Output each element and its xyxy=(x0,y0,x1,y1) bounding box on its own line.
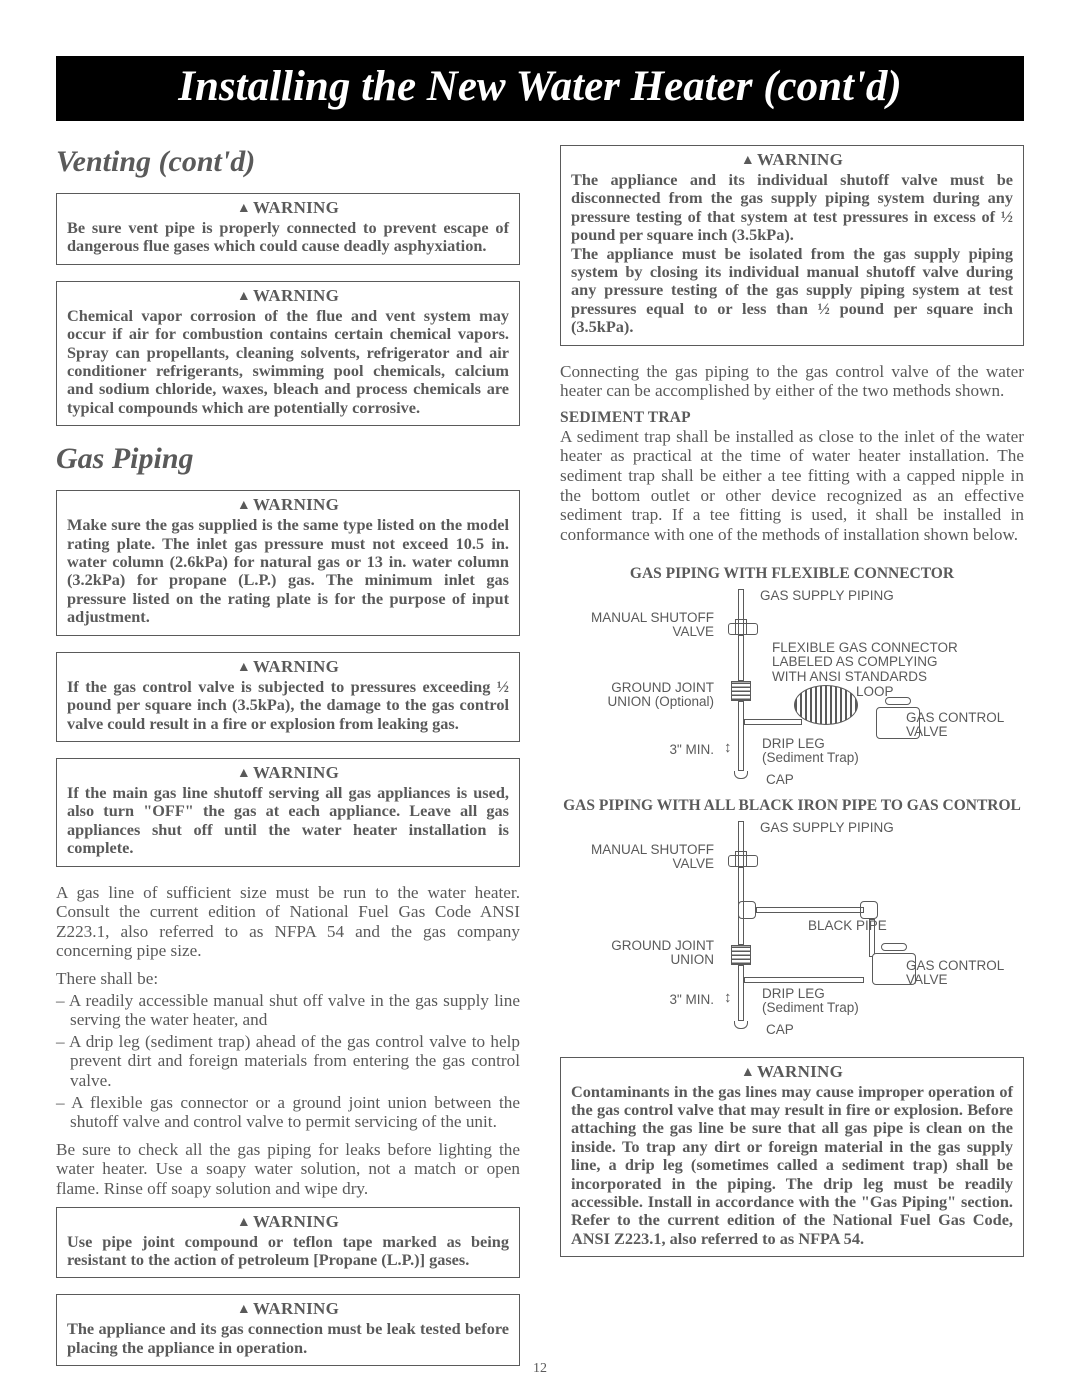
warning-box-2: WARNING Chemical vapor corrosion of the … xyxy=(56,281,520,426)
body-paragraph: Be sure to check all the gas piping for … xyxy=(56,1140,520,1199)
label-3in-min: 3" MIN. xyxy=(669,993,714,1008)
warning-label: WARNING xyxy=(67,495,509,515)
warning-box-5: WARNING If the main gas line shutoff ser… xyxy=(56,758,520,867)
warning-box-3: WARNING Make sure the gas supplied is th… xyxy=(56,490,520,635)
label-ground-joint-union-opt: GROUND JOINT UNION (Optional) xyxy=(607,681,714,710)
warning-text: The appliance and its gas connection mus… xyxy=(67,1320,509,1357)
warning-box-r1: WARNING The appliance and its individual… xyxy=(560,145,1024,346)
warning-box-1: WARNING Be sure vent pipe is properly co… xyxy=(56,193,520,265)
label-cap: CAP xyxy=(766,773,794,788)
warning-box-6: WARNING Use pipe joint compound or teflo… xyxy=(56,1207,520,1279)
label-flex-connector: FLEXIBLE GAS CONNECTOR LABELED AS COMPLY… xyxy=(772,641,958,685)
bullet-list: A readily accessible manual shut off val… xyxy=(56,991,520,1132)
label-gas-control-valve: GAS CONTROL VALVE xyxy=(906,959,1004,988)
warning-box-r2: WARNING Contaminants in the gas lines ma… xyxy=(560,1057,1024,1258)
label-gas-supply: GAS SUPPLY PIPING xyxy=(760,589,894,604)
left-column: Venting (cont'd) WARNING Be sure vent pi… xyxy=(56,145,520,1382)
label-cap: CAP xyxy=(766,1023,794,1038)
warning-text: Chemical vapor corrosion of the flue and… xyxy=(67,307,509,417)
warning-box-4: WARNING If the gas control valve is subj… xyxy=(56,652,520,742)
figure-1-title: GAS PIPING WITH FLEXIBLE CONNECTOR xyxy=(560,565,1024,583)
warning-label: WARNING xyxy=(67,1299,509,1319)
warning-label: WARNING xyxy=(67,1212,509,1232)
figure-2-title: GAS PIPING WITH ALL BLACK IRON PIPE TO G… xyxy=(560,797,1024,815)
label-drip-leg: DRIP LEG (Sediment Trap) xyxy=(762,987,859,1016)
bullet-item: A drip leg (sediment trap) ahead of the … xyxy=(56,1032,520,1091)
label-manual-shutoff: MANUAL SHUTOFF VALVE xyxy=(591,843,714,872)
warning-label: WARNING xyxy=(571,1062,1013,1082)
warning-label: WARNING xyxy=(67,763,509,783)
warning-text: Be sure vent pipe is properly connected … xyxy=(67,219,509,256)
body-paragraph: A sediment trap shall be installed as cl… xyxy=(560,427,1024,545)
label-black-pipe: BLACK PIPE xyxy=(808,919,887,934)
warning-text: Use pipe joint compound or teflon tape m… xyxy=(67,1233,509,1270)
label-drip-leg: DRIP LEG (Sediment Trap) xyxy=(762,737,859,766)
bullet-item: A flexible gas connector or a ground joi… xyxy=(56,1093,520,1132)
heading-gas-piping: Gas Piping xyxy=(56,442,520,476)
warning-text: Contaminants in the gas lines may cause … xyxy=(571,1083,1013,1249)
warning-text: If the gas control valve is subjected to… xyxy=(67,678,509,733)
subhead-sediment-trap: SEDIMENT TRAP xyxy=(560,409,1024,427)
page-banner: Installing the New Water Heater (cont'd) xyxy=(56,56,1024,121)
label-gas-supply: GAS SUPPLY PIPING xyxy=(760,821,894,836)
list-lead: There shall be: xyxy=(56,969,520,989)
warning-text: The appliance and its individual shutoff… xyxy=(571,171,1013,337)
heading-venting: Venting (cont'd) xyxy=(56,145,520,179)
body-paragraph: Connecting the gas piping to the gas con… xyxy=(560,362,1024,401)
warning-text: If the main gas line shutoff serving all… xyxy=(67,784,509,858)
figure-2: GAS SUPPLY PIPING MANUAL SHUTOFF VALVE B… xyxy=(560,821,1024,1043)
warning-label: WARNING xyxy=(67,286,509,306)
warning-label: WARNING xyxy=(571,150,1013,170)
warning-box-7: WARNING The appliance and its gas connec… xyxy=(56,1294,520,1366)
figure-1: GAS SUPPLY PIPING MANUAL SHUTOFF VALVE F… xyxy=(560,589,1024,789)
warning-label: WARNING xyxy=(67,198,509,218)
body-paragraph: A gas line of sufficient size must be ru… xyxy=(56,883,520,961)
warning-label: WARNING xyxy=(67,657,509,677)
label-manual-shutoff: MANUAL SHUTOFF VALVE xyxy=(591,611,714,640)
bullet-item: A readily accessible manual shut off val… xyxy=(56,991,520,1030)
right-column: WARNING The appliance and its individual… xyxy=(560,145,1024,1382)
page-number: 12 xyxy=(0,1361,1080,1377)
label-ground-joint-union: GROUND JOINT UNION xyxy=(611,939,714,968)
label-3in-min: 3" MIN. xyxy=(669,743,714,758)
warning-text: Make sure the gas supplied is the same t… xyxy=(67,516,509,626)
label-loop: LOOP xyxy=(856,685,894,700)
label-gas-control-valve: GAS CONTROL VALVE xyxy=(906,711,1004,740)
